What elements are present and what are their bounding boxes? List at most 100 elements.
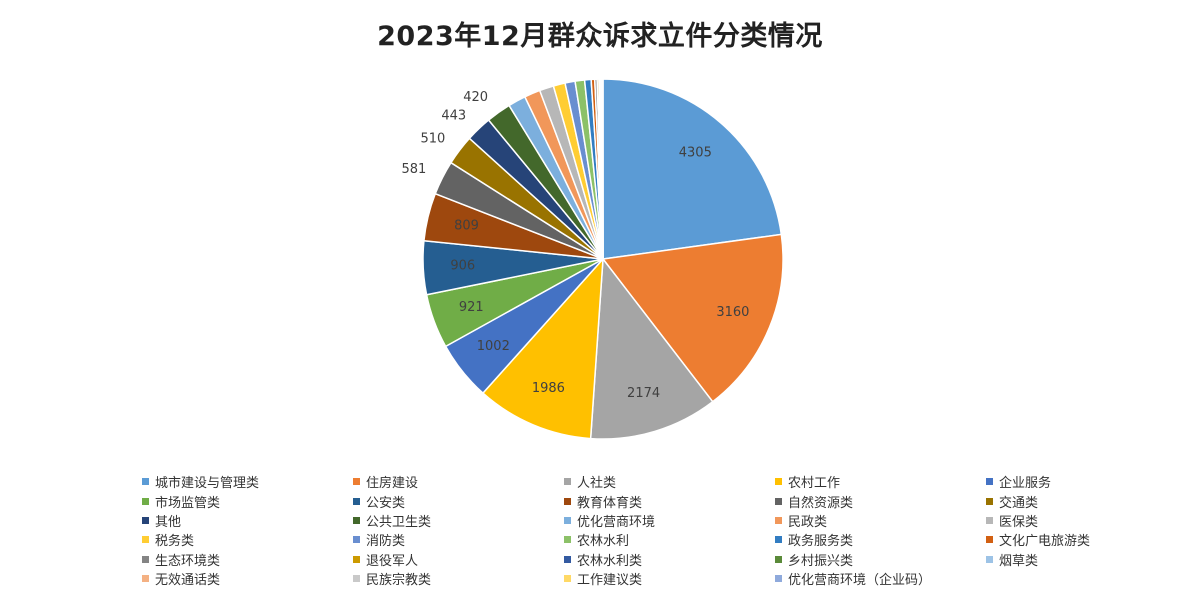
legend-swatch <box>986 497 993 505</box>
legend-item: 税务类 <box>142 530 353 549</box>
legend-item: 农村工作 <box>775 472 986 491</box>
legend-label: 农村工作 <box>788 476 841 492</box>
legend-item: 生态环境类 <box>142 550 353 569</box>
legend-label: 退役军人 <box>366 553 419 569</box>
legend-item: 城市建设与管理类 <box>142 472 353 491</box>
legend-item: 文化广电旅游类 <box>986 530 1197 549</box>
slice-data-label: 3160 <box>716 305 749 320</box>
legend-swatch <box>986 536 993 544</box>
legend-swatch <box>775 516 782 524</box>
slice-data-label: 921 <box>459 300 484 315</box>
legend-label: 交通类 <box>999 495 1039 511</box>
legend-label: 农林水利 <box>577 534 630 550</box>
legend-item: 无效通话类 <box>142 569 353 588</box>
legend-item: 民族宗教类 <box>353 569 564 588</box>
legend-item: 政务服务类 <box>775 530 986 549</box>
legend-swatch <box>353 516 360 524</box>
legend-label: 乡村振兴类 <box>788 553 854 569</box>
legend-label: 公共卫生类 <box>366 514 432 530</box>
pie-slices <box>422 78 784 440</box>
legend-label: 自然资源类 <box>788 495 854 511</box>
legend-label: 医保类 <box>999 514 1039 530</box>
legend-label: 消防类 <box>366 534 406 550</box>
legend-swatch <box>775 497 782 505</box>
pie-data-labels: 4305 3160 2174 1986 1002 921 906 809 581 510 443 42… <box>401 90 749 401</box>
legend-item: 市场监管类 <box>142 491 353 511</box>
legend-label: 企业服务 <box>999 476 1052 492</box>
legend-swatch <box>775 478 782 486</box>
legend-swatch <box>775 536 782 544</box>
legend-swatch <box>142 555 149 563</box>
pie-slice <box>601 233 784 403</box>
legend-swatch <box>353 478 360 486</box>
legend-swatch <box>564 575 571 583</box>
legend-item: 优化营商环境（企业码） <box>775 569 986 588</box>
legend-swatch <box>564 497 571 505</box>
slice-data-label: 1986 <box>532 381 565 396</box>
legend-label: 城市建设与管理类 <box>155 476 260 492</box>
legend-item: 住房建设 <box>353 472 564 491</box>
legend-swatch <box>775 575 782 583</box>
legend-item: 教育体育类 <box>564 491 775 511</box>
pie-slice <box>602 78 783 260</box>
legend-item: 民政类 <box>775 511 986 530</box>
legend-label: 市场监管类 <box>155 495 221 511</box>
legend-item: 交通类 <box>986 491 1197 511</box>
legend-label: 农林水利类 <box>577 553 643 569</box>
legend-swatch <box>564 478 571 486</box>
legend-swatch <box>775 555 782 563</box>
legend: 城市建设与管理类 住房建设 人社类 农村工作 企业服务市场监管类 公安类 教育体育类 自然资源… <box>142 472 1142 588</box>
pie-slice <box>589 256 714 440</box>
legend-swatch <box>353 555 360 563</box>
legend-label: 税务类 <box>155 534 195 550</box>
legend-swatch <box>564 536 571 544</box>
slice-data-label: 2174 <box>627 386 660 401</box>
legend-label: 生态环境类 <box>155 553 221 569</box>
legend-swatch <box>353 536 360 544</box>
legend-item: 工作建议类 <box>564 569 775 588</box>
legend-label: 优化营商环境 <box>577 514 656 530</box>
legend-swatch <box>142 497 149 505</box>
legend-swatch <box>986 555 993 563</box>
legend-label: 公安类 <box>366 495 406 511</box>
legend-item: 其他 <box>142 511 353 530</box>
legend-swatch <box>353 497 360 505</box>
legend-swatch <box>986 516 993 524</box>
legend-item: 医保类 <box>986 511 1197 530</box>
chart-title: 2023年12月群众诉求立件分类情况 <box>377 21 823 52</box>
slice-data-label: 4305 <box>679 146 712 161</box>
slice-data-label: 906 <box>450 258 475 273</box>
legend-item: 企业服务 <box>986 472 1197 491</box>
legend-swatch <box>142 478 149 486</box>
legend-swatch <box>353 575 360 583</box>
legend-label: 文化广电旅游类 <box>999 534 1091 550</box>
legend-label: 优化营商环境（企业码） <box>788 573 932 589</box>
legend-item: 烟草类 <box>986 550 1197 569</box>
legend-label: 民政类 <box>788 514 828 530</box>
pie-slice <box>481 256 604 440</box>
legend-label: 人社类 <box>577 476 617 492</box>
legend-item: 退役军人 <box>353 550 564 569</box>
legend-label: 烟草类 <box>999 553 1039 569</box>
legend-swatch <box>564 516 571 524</box>
legend-item: 公安类 <box>353 491 564 511</box>
legend-swatch <box>142 516 149 524</box>
slice-data-label: 581 <box>401 162 426 177</box>
legend-swatch <box>986 478 993 486</box>
slice-data-label: 420 <box>463 90 488 105</box>
legend-item: 消防类 <box>353 530 564 549</box>
legend-label: 其他 <box>155 514 182 530</box>
legend-item: 公共卫生类 <box>353 511 564 530</box>
legend-item: 农林水利类 <box>564 550 775 569</box>
legend-item: 自然资源类 <box>775 491 986 511</box>
legend-label: 住房建设 <box>366 476 419 492</box>
legend-swatch <box>142 575 149 583</box>
slice-data-label: 510 <box>420 132 445 147</box>
slice-data-label: 443 <box>441 108 466 123</box>
slice-data-label: 809 <box>454 219 479 234</box>
legend-label: 政务服务类 <box>788 534 854 550</box>
legend-label: 工作建议类 <box>577 573 643 589</box>
legend-label: 教育体育类 <box>577 495 643 511</box>
legend-item: 乡村振兴类 <box>775 550 986 569</box>
